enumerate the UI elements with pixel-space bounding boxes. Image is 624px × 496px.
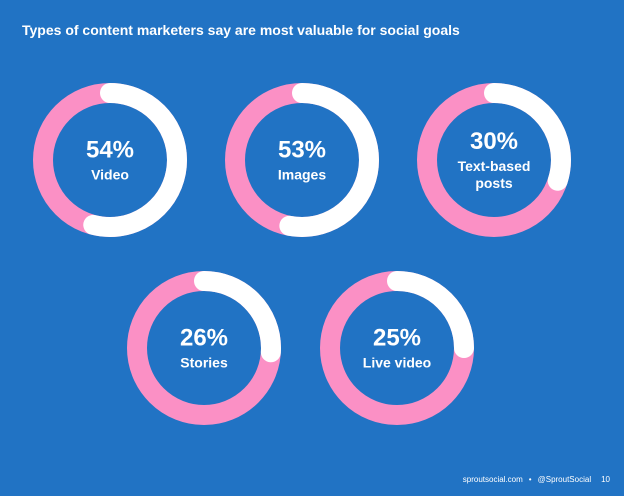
- value-label: 30%: [469, 128, 519, 155]
- value-label: 26%: [179, 324, 229, 352]
- value-label: 25%: [372, 324, 422, 352]
- footer-site: sproutsocial.com: [462, 475, 523, 484]
- donut-arc: [33, 83, 187, 237]
- slide-title: Types of content marketers say are most …: [22, 22, 460, 38]
- value-label: 53%: [277, 136, 327, 164]
- donut-arc: [225, 83, 379, 237]
- footer-dot: •: [528, 475, 532, 484]
- donut-center: 54% Video: [62, 137, 158, 184]
- donut-center: 26% Stories: [156, 325, 252, 372]
- footer-page: 10: [601, 475, 610, 484]
- category-label: Video: [91, 166, 129, 183]
- category-label: Images: [277, 166, 327, 183]
- category-label: Live video: [362, 354, 432, 371]
- donut-arc: [417, 83, 571, 237]
- donut-center: 53% Images: [254, 137, 350, 184]
- value-label: 54%: [85, 136, 135, 164]
- donut-arc: [127, 271, 281, 425]
- donut-center: 30% Text-based posts: [446, 128, 542, 192]
- footer-handle: @SproutSocial: [537, 475, 592, 484]
- category-label: Text-based posts: [457, 158, 531, 191]
- donut-center: 25% Live video: [349, 325, 445, 372]
- donut-arc: [320, 271, 474, 425]
- category-label: Stories: [180, 354, 228, 371]
- footer: sproutsocial.com • @SproutSocial 10: [463, 475, 610, 484]
